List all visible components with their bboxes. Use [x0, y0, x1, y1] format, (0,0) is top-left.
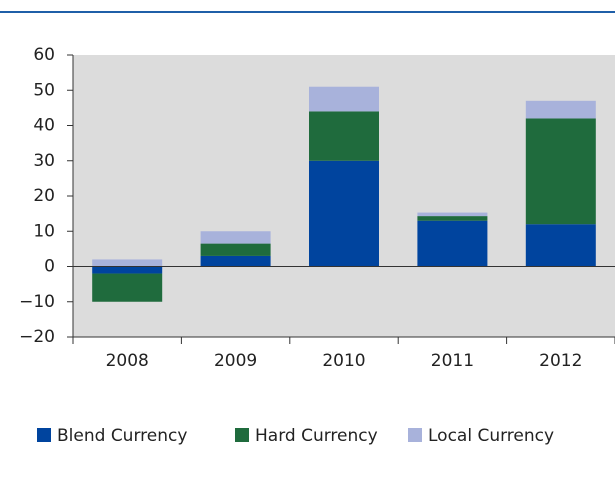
bar: [200, 231, 271, 244]
legend-label: Blend Currency: [57, 426, 187, 446]
y-tick-label: 60: [33, 45, 55, 65]
y-tick-label: −10: [19, 292, 55, 312]
legend-label: Hard Currency: [255, 426, 378, 446]
bar: [92, 266, 163, 274]
bar: [417, 216, 488, 221]
bar: [525, 118, 596, 225]
x-tick-label: 2011: [431, 351, 474, 371]
legend-swatch: [37, 428, 51, 442]
y-tick-label: 20: [33, 186, 55, 206]
x-tick-label: 2009: [214, 351, 257, 371]
bar: [417, 212, 488, 217]
bar: [417, 220, 488, 267]
x-tick-label: 2008: [106, 351, 149, 371]
y-tick-label: −20: [19, 327, 55, 347]
bar: [200, 255, 271, 267]
bar: [309, 111, 379, 161]
bar: [525, 224, 596, 267]
y-tick-label: 30: [33, 151, 55, 171]
legend-label: Local Currency: [428, 426, 554, 446]
bar: [200, 243, 271, 256]
y-tick-label: 50: [33, 80, 55, 100]
x-tick-label: 2010: [322, 351, 365, 371]
bar: [309, 160, 379, 267]
bar: [92, 259, 163, 267]
bar: [92, 273, 163, 302]
bar: [525, 100, 596, 119]
legend-swatch: [235, 428, 249, 442]
legend-swatch: [408, 428, 422, 442]
y-tick-label: 40: [33, 116, 55, 136]
x-tick-label: 2012: [539, 351, 582, 371]
y-tick-label: 10: [33, 221, 55, 241]
y-tick-label: 0: [44, 257, 55, 277]
bar: [309, 86, 379, 112]
